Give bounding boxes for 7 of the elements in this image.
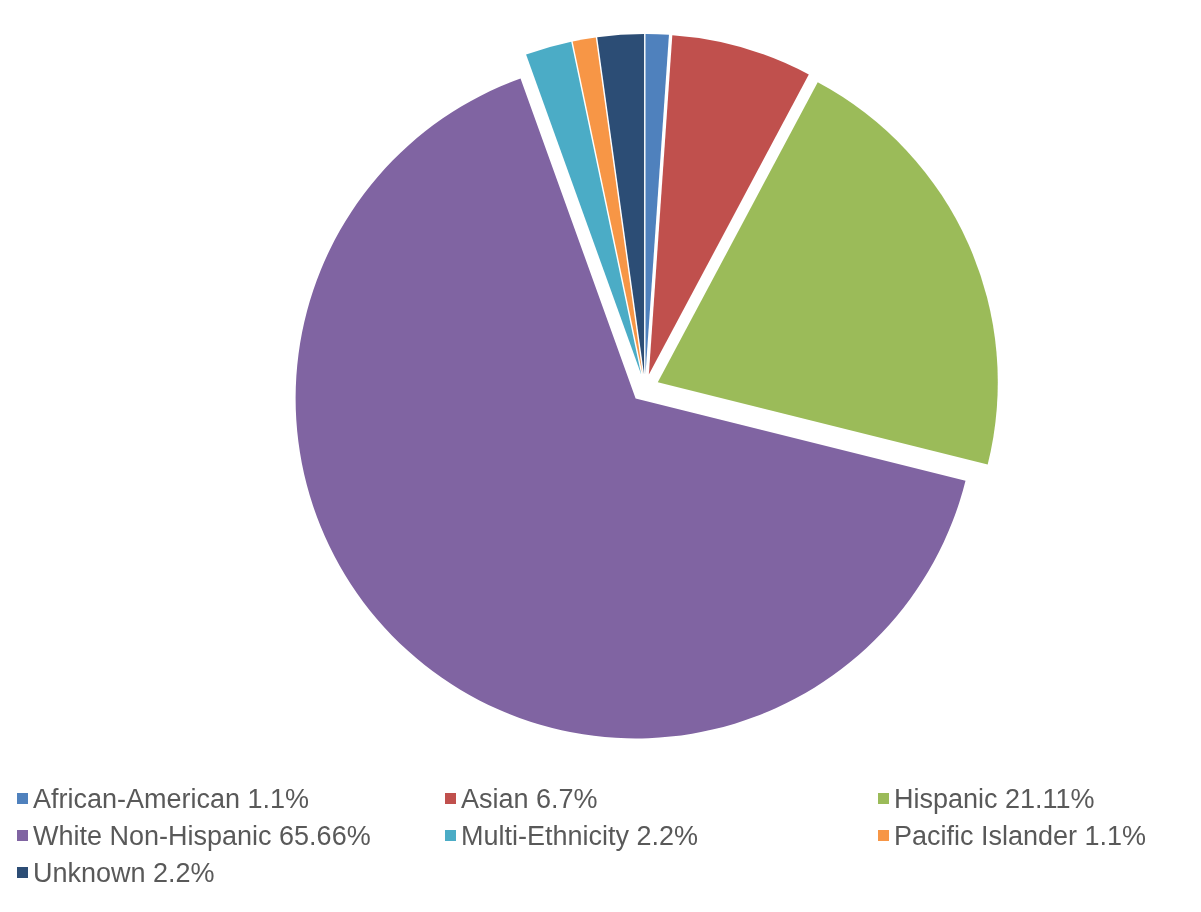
legend-label: Multi-Ethnicity 2.2% (461, 820, 699, 851)
legend-label: African-American 1.1% (33, 783, 310, 814)
legend-label: Hispanic 21.11% (894, 783, 1095, 814)
legend-label: Unknown 2.2% (33, 857, 215, 888)
legend-label: Asian 6.7% (461, 783, 598, 814)
legend-label: Pacific Islander 1.1% (894, 820, 1147, 851)
legend-label: White Non-Hispanic 65.66% (33, 820, 371, 851)
